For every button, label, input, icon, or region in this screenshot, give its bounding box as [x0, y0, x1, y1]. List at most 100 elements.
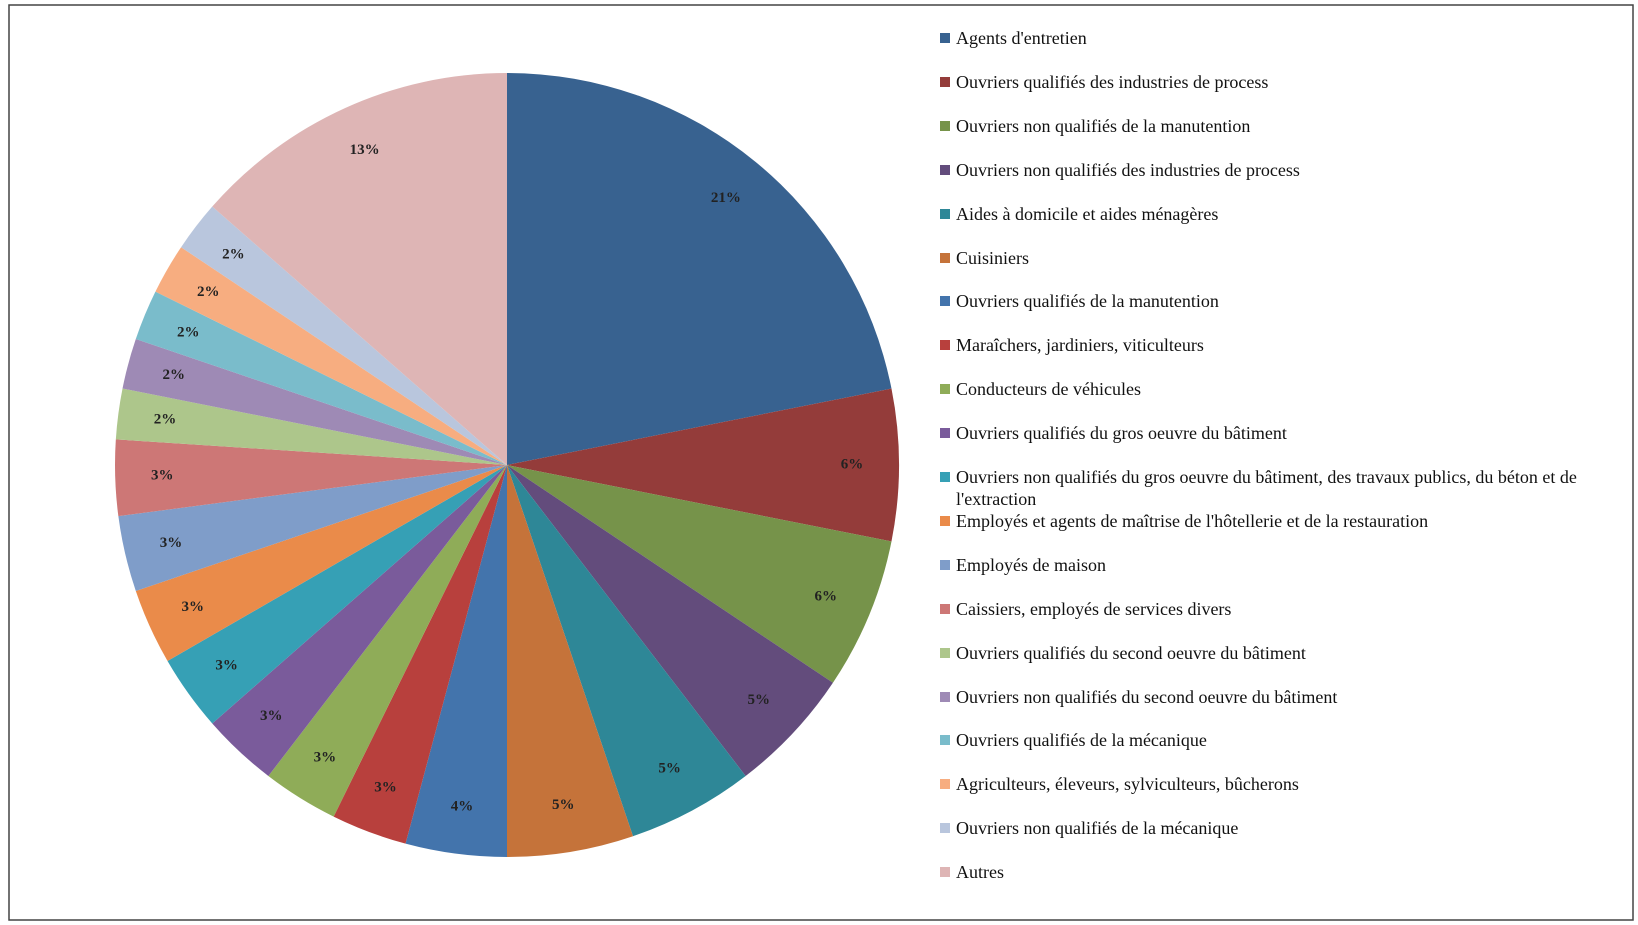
legend-item: Ouvriers non qualifiés du second oeuvre …	[940, 686, 1610, 708]
pie-slice	[118, 465, 508, 592]
legend-item: Ouvriers qualifiés du second oeuvre du b…	[940, 642, 1610, 664]
pie-slice	[155, 247, 507, 465]
legend-swatch	[940, 208, 950, 219]
legend-item: Ouvriers non qualifiés de la mécanique	[940, 817, 1610, 839]
legend-swatch	[940, 120, 950, 131]
data-label: 3%	[151, 468, 174, 484]
legend-swatch	[940, 296, 950, 307]
pie-slice	[212, 465, 507, 776]
data-label: 2%	[154, 411, 177, 427]
legend-item: Ouvriers non qualifiés de la manutention	[940, 115, 1610, 137]
pie-slice	[115, 439, 507, 517]
legend-label: Cuisiniers	[956, 247, 1030, 268]
legend-item: Ouvriers non qualifiés du gros oeuvre du…	[940, 466, 1610, 510]
legend-label: Employés de maison	[956, 554, 1106, 575]
data-label: 2%	[177, 324, 200, 340]
legend-label: Ouvriers non qualifiés du gros oeuvre du…	[956, 467, 1577, 509]
data-label: 5%	[748, 692, 771, 708]
legend-label: Ouvriers qualifiés du second oeuvre du b…	[956, 642, 1306, 663]
pie-slice	[507, 388, 899, 542]
legend-swatch	[940, 384, 950, 395]
data-label: 3%	[160, 535, 183, 551]
legend-label: Caissiers, employés de services divers	[956, 598, 1232, 619]
legend-label: Ouvriers qualifiés de la manutention	[956, 291, 1219, 312]
legend-label: Agriculteurs, éleveurs, sylviculteurs, b…	[956, 774, 1299, 795]
pie-slice	[507, 73, 892, 465]
legend-swatch	[940, 735, 950, 746]
legend-swatch	[940, 428, 950, 439]
legend-item: Aides à domicile et aides ménagères	[940, 203, 1610, 225]
legend-item: Ouvriers qualifiés de la mécanique	[940, 729, 1610, 751]
legend-item: Conducteurs de véhicules	[940, 378, 1610, 400]
legend-item: Autres	[940, 861, 1610, 883]
legend-label: Ouvriers qualifiés des industries de pro…	[956, 71, 1269, 92]
legend-item: Cuisiniers	[940, 247, 1610, 269]
data-label: 5%	[658, 761, 681, 777]
pie-slice	[333, 465, 507, 844]
legend-item: Agents d'entretien	[940, 27, 1610, 49]
pie-slice	[135, 465, 507, 661]
pie-slice	[212, 73, 507, 465]
legend-label: Ouvriers qualifiés du gros oeuvre du bât…	[956, 423, 1287, 444]
legend-item: Ouvriers non qualifiés des industries de…	[940, 159, 1610, 181]
data-label: 2%	[197, 284, 220, 300]
legend-item: Ouvriers qualifiés des industries de pro…	[940, 71, 1610, 93]
legend-item: Ouvriers qualifiés de la manutention	[940, 290, 1610, 312]
data-label: 6%	[814, 588, 837, 604]
legend-label: Aides à domicile et aides ménagères	[956, 203, 1219, 224]
legend-label: Employés et agents de maîtrise de l'hôte…	[956, 510, 1429, 531]
pie-slice	[507, 465, 746, 837]
pie-slice	[135, 291, 507, 465]
legend-label: Ouvriers non qualifiés de la manutention	[956, 115, 1251, 136]
legend-item: Employés et agents de maîtrise de l'hôte…	[940, 510, 1610, 532]
data-label: 4%	[451, 798, 474, 814]
legend-label: Conducteurs de véhicules	[956, 379, 1141, 400]
legend-swatch	[940, 603, 950, 614]
legend-swatch	[940, 823, 950, 834]
legend-swatch	[940, 33, 950, 43]
data-label: 3%	[314, 749, 337, 765]
legend-swatch	[940, 340, 950, 351]
data-label: 2%	[222, 246, 245, 262]
legend-swatch	[940, 867, 950, 878]
legend-swatch	[940, 515, 950, 526]
legend-label: Ouvriers non qualifiés du second oeuvre …	[956, 686, 1338, 707]
data-label: 21%	[711, 190, 741, 206]
legend-item: Employés de maison	[940, 554, 1610, 576]
legend-item: Ouvriers qualifiés du gros oeuvre du bât…	[940, 422, 1610, 444]
legend-swatch	[940, 691, 950, 702]
pie-slice	[181, 206, 508, 465]
legend-label: Ouvriers qualifiés de la mécanique	[956, 730, 1207, 751]
data-label: 3%	[215, 657, 238, 673]
chart-border	[8, 4, 1634, 921]
data-label: 6%	[841, 456, 864, 472]
legend-item: Caissiers, employés de services divers	[940, 598, 1610, 620]
data-label: 3%	[374, 779, 397, 795]
pie-slice	[507, 465, 833, 776]
legend-label: Agents d'entretien	[956, 28, 1087, 48]
legend-label: Ouvriers non qualifiés des industries de…	[956, 159, 1300, 180]
pie-slice	[167, 465, 507, 724]
pie-slice	[507, 465, 634, 857]
pie-slice	[122, 338, 508, 465]
pie-slice	[115, 388, 508, 465]
data-label: 5%	[552, 797, 575, 813]
legend-swatch	[940, 472, 950, 482]
data-label: 3%	[260, 708, 283, 724]
legend-swatch	[940, 164, 950, 175]
data-label: 13%	[350, 142, 380, 158]
legend-swatch	[940, 559, 950, 570]
legend-swatch	[940, 76, 950, 87]
legend-item: Maraîchers, jardiniers, viticulteurs	[940, 334, 1610, 356]
legend-label: Autres	[956, 862, 1004, 883]
data-label: 3%	[182, 599, 205, 615]
legend-swatch	[940, 779, 950, 790]
legend-label: Maraîchers, jardiniers, viticulteurs	[956, 335, 1204, 356]
pie-slice	[268, 465, 507, 817]
pie-slice	[507, 465, 892, 683]
pie-slice	[405, 465, 507, 857]
legend-swatch	[940, 647, 950, 658]
legend-swatch	[940, 252, 950, 263]
